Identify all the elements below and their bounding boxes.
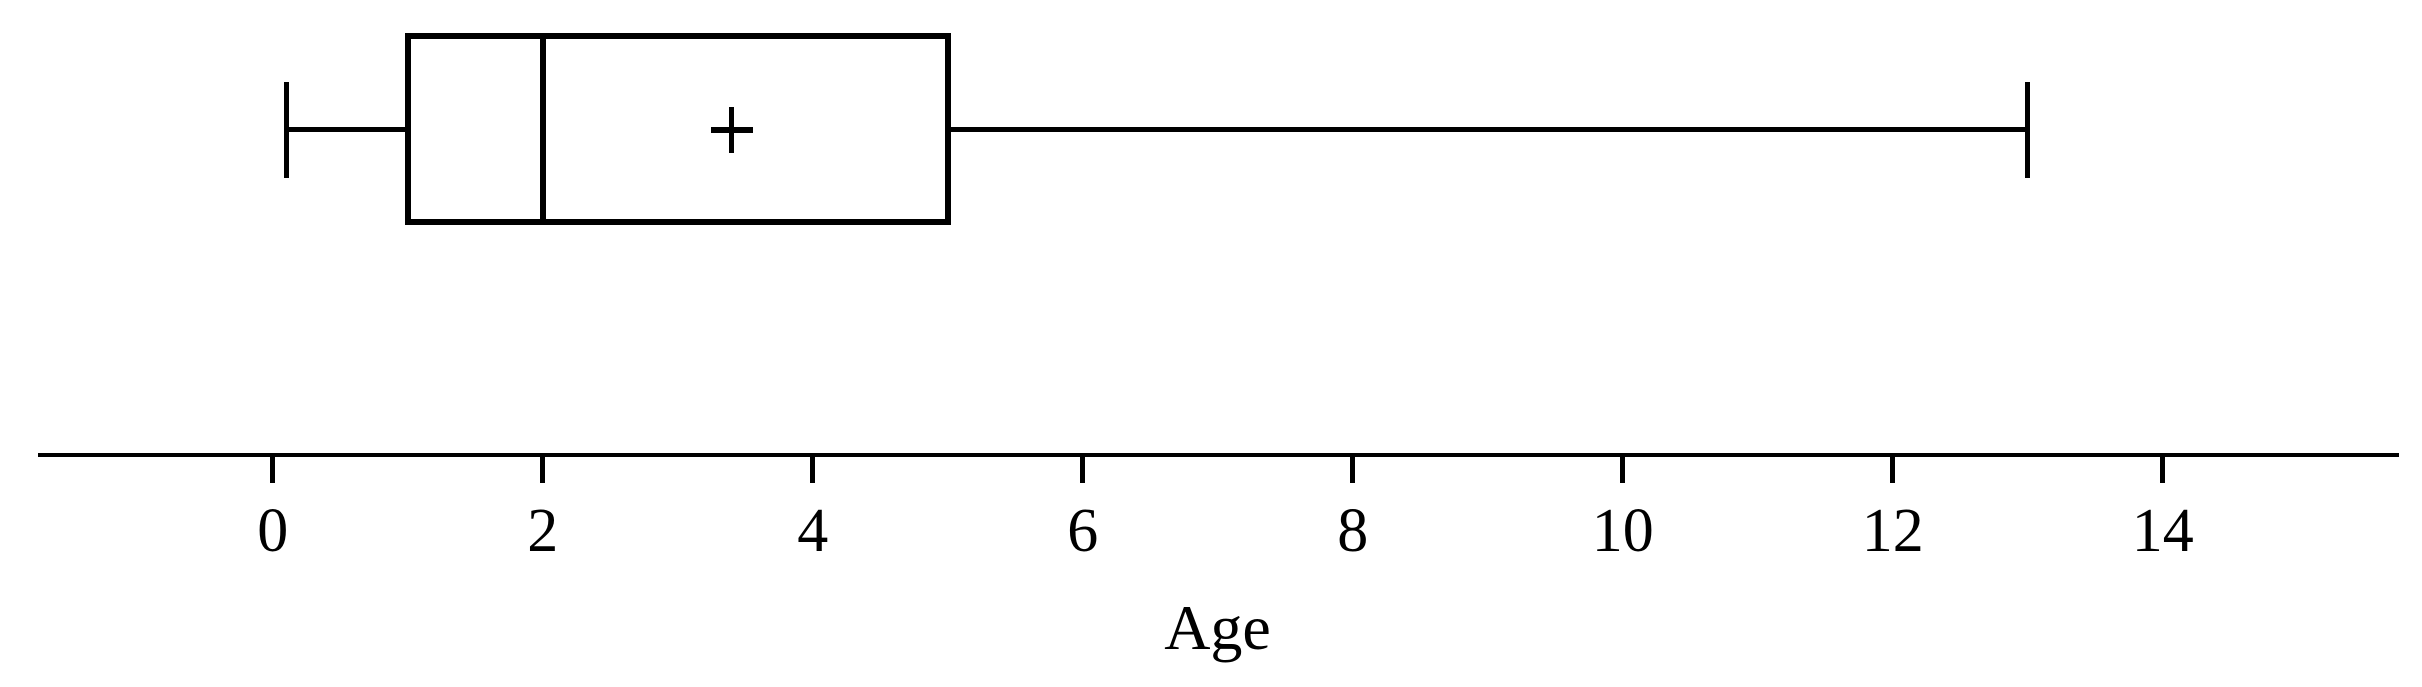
- x-axis-tick: [2160, 455, 2166, 483]
- iqr-box: [404, 32, 951, 225]
- x-axis-line: [38, 452, 2399, 458]
- x-axis-label: Age: [1164, 592, 1271, 663]
- x-axis-tick-label: 12: [1861, 497, 1924, 565]
- x-axis-tick: [1350, 455, 1356, 483]
- x-axis-tick-label: 14: [2131, 497, 2194, 565]
- x-axis-tick: [270, 455, 276, 483]
- x-axis-tick-label: 8: [1337, 497, 1369, 565]
- median-line: [539, 32, 546, 225]
- x-axis-tick-label: 2: [527, 497, 559, 565]
- whisker-left-line: [286, 127, 408, 132]
- x-axis-tick-label: 10: [1591, 497, 1654, 565]
- x-axis-tick-label: 6: [1067, 497, 1099, 565]
- whisker-right-cap: [2025, 82, 2031, 178]
- x-axis-tick-label: 4: [797, 497, 829, 565]
- x-axis-tick-label: 0: [257, 497, 289, 565]
- mean-marker-vbar: [729, 107, 735, 153]
- x-axis-tick: [810, 455, 816, 483]
- whisker-right-line: [947, 127, 2028, 132]
- x-axis-tick: [540, 455, 546, 483]
- x-axis-tick: [1620, 455, 1626, 483]
- x-axis-tick: [1890, 455, 1896, 483]
- x-axis-tick: [1080, 455, 1086, 483]
